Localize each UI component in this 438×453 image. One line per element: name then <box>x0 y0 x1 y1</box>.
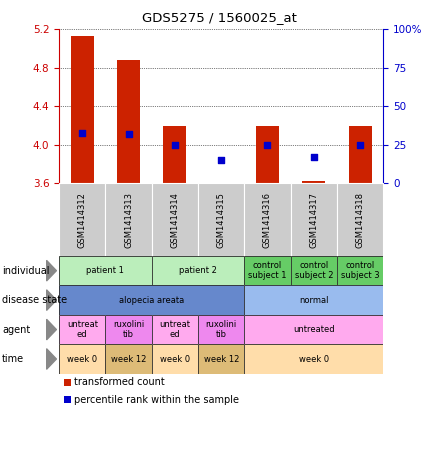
FancyBboxPatch shape <box>244 285 383 315</box>
FancyBboxPatch shape <box>152 344 198 374</box>
FancyBboxPatch shape <box>244 344 383 374</box>
Bar <box>64 379 71 386</box>
FancyBboxPatch shape <box>59 285 244 315</box>
Bar <box>302 181 325 183</box>
Bar <box>198 183 244 256</box>
Text: control
subject 3: control subject 3 <box>341 261 379 280</box>
Text: ruxolini
tib: ruxolini tib <box>205 320 237 339</box>
Text: transformed count: transformed count <box>74 377 165 387</box>
Text: normal: normal <box>299 296 328 304</box>
Bar <box>256 125 279 183</box>
FancyBboxPatch shape <box>291 256 337 285</box>
Text: GSM1414316: GSM1414316 <box>263 192 272 248</box>
Bar <box>71 36 94 183</box>
Text: GSM1414318: GSM1414318 <box>356 192 364 248</box>
Text: week 12: week 12 <box>204 355 239 363</box>
Text: agent: agent <box>2 324 30 335</box>
Text: disease state: disease state <box>2 295 67 305</box>
Text: alopecia areata: alopecia areata <box>119 296 184 304</box>
FancyBboxPatch shape <box>198 315 244 344</box>
FancyBboxPatch shape <box>152 256 244 285</box>
Text: untreat
ed: untreat ed <box>67 320 98 339</box>
Text: untreated: untreated <box>293 325 335 334</box>
Bar <box>59 183 106 256</box>
Text: untreat
ed: untreat ed <box>159 320 191 339</box>
Text: GDS5275 / 1560025_at: GDS5275 / 1560025_at <box>141 11 297 24</box>
Text: control
subject 1: control subject 1 <box>248 261 287 280</box>
Bar <box>337 183 383 256</box>
Text: week 12: week 12 <box>111 355 146 363</box>
Point <box>310 154 317 161</box>
Bar <box>291 183 337 256</box>
Text: time: time <box>2 354 25 364</box>
FancyBboxPatch shape <box>244 256 291 285</box>
Text: GSM1414312: GSM1414312 <box>78 192 87 248</box>
Point <box>357 141 364 149</box>
Text: patient 2: patient 2 <box>179 266 217 275</box>
Point <box>264 141 271 149</box>
Text: week 0: week 0 <box>67 355 97 363</box>
Text: week 0: week 0 <box>299 355 329 363</box>
FancyBboxPatch shape <box>106 344 152 374</box>
FancyBboxPatch shape <box>244 315 383 344</box>
Polygon shape <box>46 319 57 340</box>
Text: patient 1: patient 1 <box>86 266 124 275</box>
Point <box>218 157 225 164</box>
Text: GSM1414314: GSM1414314 <box>170 192 180 248</box>
FancyBboxPatch shape <box>59 256 152 285</box>
Point <box>79 129 86 136</box>
Bar <box>163 125 187 183</box>
Polygon shape <box>46 260 57 281</box>
Text: GSM1414313: GSM1414313 <box>124 192 133 248</box>
Bar <box>244 183 291 256</box>
Bar <box>152 183 198 256</box>
Polygon shape <box>46 290 57 310</box>
Text: individual: individual <box>2 265 49 276</box>
Text: GSM1414317: GSM1414317 <box>309 192 318 248</box>
FancyBboxPatch shape <box>59 344 106 374</box>
FancyBboxPatch shape <box>198 344 244 374</box>
Polygon shape <box>46 349 57 369</box>
Text: control
subject 2: control subject 2 <box>294 261 333 280</box>
Bar <box>349 125 372 183</box>
FancyBboxPatch shape <box>106 315 152 344</box>
FancyBboxPatch shape <box>337 256 383 285</box>
Bar <box>106 183 152 256</box>
Text: week 0: week 0 <box>160 355 190 363</box>
FancyBboxPatch shape <box>152 315 198 344</box>
Point <box>171 141 178 149</box>
Point <box>125 130 132 138</box>
Text: GSM1414315: GSM1414315 <box>217 192 226 248</box>
Bar <box>64 396 71 403</box>
FancyBboxPatch shape <box>59 315 106 344</box>
Text: ruxolini
tib: ruxolini tib <box>113 320 144 339</box>
Text: percentile rank within the sample: percentile rank within the sample <box>74 395 240 405</box>
Bar <box>117 60 140 183</box>
